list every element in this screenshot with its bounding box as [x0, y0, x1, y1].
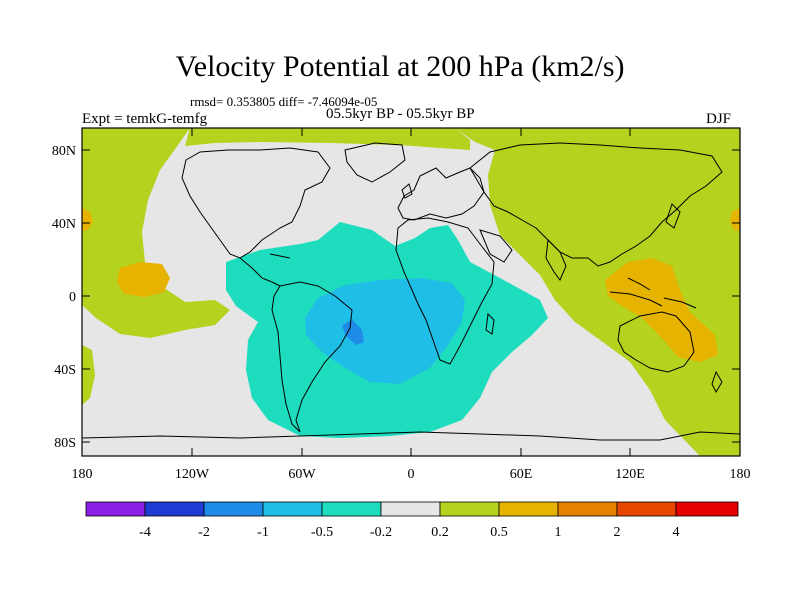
colorbar-label-7: 1 — [555, 525, 562, 540]
max-region-edge-west — [82, 208, 93, 231]
colorbar-label-3: -0.5 — [311, 525, 333, 540]
colorbar-label-1: -2 — [198, 525, 210, 540]
colorbar-box-0 — [85, 501, 146, 517]
colorbar-box-10 — [675, 501, 739, 517]
max-region-central-pacific — [117, 262, 170, 297]
colorbar-label-6: 0.5 — [490, 525, 508, 540]
colorbar-box-4 — [321, 501, 382, 517]
lon-label-60e: 60E — [510, 467, 533, 482]
colorbar-box-3 — [262, 501, 323, 517]
colorbar-label-5: 0.2 — [431, 525, 449, 540]
colorbar-box-5 — [380, 501, 441, 517]
colorbar-box-9 — [616, 501, 677, 517]
min-region-brazil — [342, 319, 364, 345]
map-plot-area — [82, 128, 740, 456]
positive-region-eurasia — [455, 128, 740, 456]
period-label: 05.5kyr BP - 05.5kyr BP — [326, 106, 475, 122]
lon-label-180w: 180 — [72, 467, 93, 482]
colorbar-box-8 — [557, 501, 618, 517]
lon-label-180e: 180 — [730, 467, 751, 482]
colorbar-box-2 — [203, 501, 264, 517]
season-label: DJF — [706, 111, 732, 127]
max-region-edge-east — [730, 208, 740, 231]
lat-label-0: 0 — [69, 290, 76, 305]
map-title: Velocity Potential at 200 hPa (km2/s) — [175, 50, 625, 83]
coastlines — [82, 142, 740, 441]
colorbar-label-8: 2 — [614, 525, 621, 540]
lon-label-60w: 60W — [288, 467, 316, 482]
lat-label-80n: 80N — [52, 144, 76, 159]
colorbar-box-7 — [498, 501, 559, 517]
lon-label-0: 0 — [408, 467, 415, 482]
colorbar-label-9: 4 — [673, 525, 680, 540]
colorbar-box-6 — [439, 501, 500, 517]
experiment-label: Expt = temkG-temfg — [82, 111, 208, 127]
lon-label-120e: 120E — [615, 467, 645, 482]
colorbar-label-0: -4 — [139, 525, 151, 540]
lat-label-80s: 80S — [54, 436, 76, 451]
positive-region-west-pacific — [82, 128, 230, 338]
lat-label-40n: 40N — [52, 217, 76, 232]
colorbar-box-1 — [144, 501, 205, 517]
stats-text: rmsd= 0.353805 diff= -7.46094e-05 — [190, 94, 378, 109]
lat-label-40s: 40S — [54, 363, 76, 378]
colorbar-label-2: -1 — [257, 525, 269, 540]
max-region-maritime-continent — [605, 258, 718, 362]
positive-region-southwest — [82, 345, 95, 405]
tick-marks — [81, 128, 741, 456]
colorbar: -4 -2 -1 -0.5 -0.2 0.2 0.5 1 2 4 — [85, 501, 739, 540]
lon-label-120w: 120W — [175, 467, 210, 482]
colorbar-label-4: -0.2 — [370, 525, 392, 540]
